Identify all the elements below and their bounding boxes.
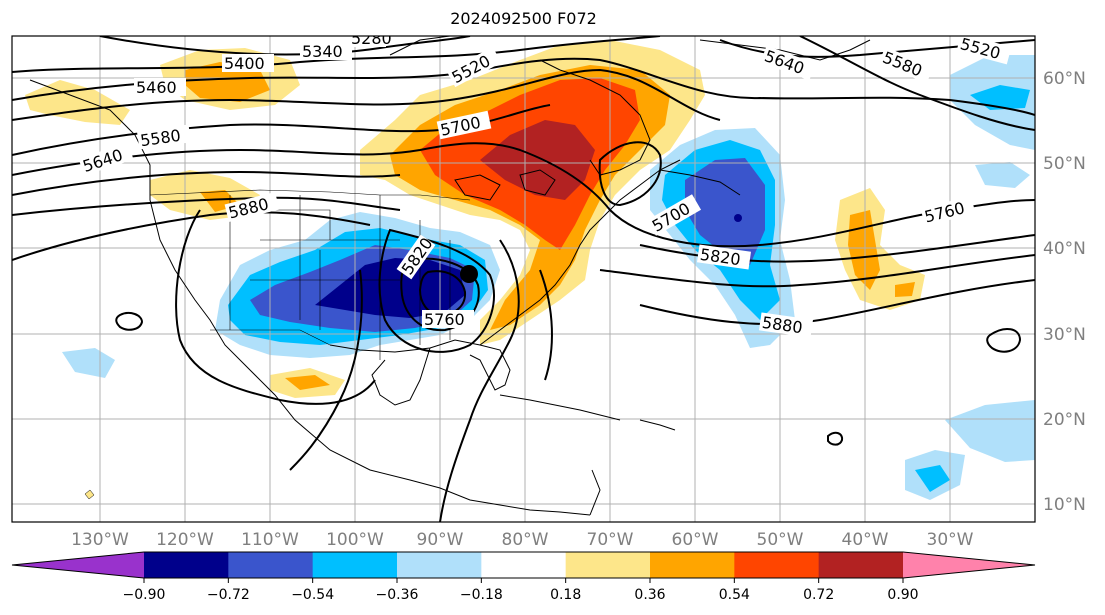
colorbar-bin [734,552,820,578]
negative-anomaly-newfoundland [650,128,795,348]
lon-label: 130°W [71,530,129,550]
colorbar-bin [818,552,904,578]
colorbar-extend-min [12,552,144,578]
colorbar-tick-label: 0.72 [803,587,834,603]
lat-label: 20°N [1043,410,1086,430]
lat-label: 60°N [1043,69,1086,89]
latitude-labels: 60°N 50°N 40°N 30°N 20°N 10°N [1043,69,1086,515]
colorbar-bin [650,552,735,578]
map-frame [11,35,1036,523]
lon-label: 30°W [927,530,974,550]
lon-label: 90°W [417,530,464,550]
lon-label: 120°W [156,530,214,550]
contour-label: 5760 [424,310,465,329]
lon-label: 40°W [842,530,889,550]
colorbar-bin [312,552,398,578]
lon-label: 80°W [502,530,549,550]
colorbar-tick-label: −0.72 [207,587,250,603]
colorbar-tick-label: 0.90 [887,587,918,603]
contour-label: 5280 [351,29,392,48]
lat-label: 50°N [1043,154,1086,174]
lon-label: 70°W [587,530,634,550]
lat-label: 10°N [1043,495,1086,515]
contour-label: 5460 [136,78,177,97]
colorbar-tick-label: −0.54 [291,587,334,603]
colorbar-bin [565,552,651,578]
longitude-labels: 130°W 120°W 110°W 100°W 90°W 80°W 70°W 6… [71,530,974,550]
lon-label: 100°W [326,530,384,550]
colorbar-tick-label: 0.54 [719,587,750,603]
map-title: 2024092500 F072 [450,9,597,28]
lat-label: 40°N [1043,239,1086,259]
contour-label: 5340 [302,42,343,61]
lon-label: 110°W [241,530,299,550]
lat-label: 30°N [1043,325,1086,345]
colorbar-extend-max [903,552,1035,578]
lon-label: 50°W [757,530,804,550]
colorbar-bin [228,552,314,578]
colorbar-tick-label: −0.36 [376,587,419,603]
colorbar-bin [481,552,567,578]
colorbar-bin [397,552,482,578]
colorbar: −0.90 −0.72 −0.54 −0.36 −0.18 0.18 0.36 0.54 0.7… [11,551,1036,603]
colorbar-tick-label: 0.18 [550,587,581,603]
negative-core-north-atlantic [970,85,1030,110]
lon-label: 60°W [672,530,719,550]
colorbar-tick-label: 0.36 [634,587,665,603]
contour-label: 5400 [224,54,265,73]
colorbar-bin [144,552,229,578]
map-area: 5280 5340 5400 5460 5520 5580 5640 5700 … [12,29,1035,522]
negative-anomaly-tropical-atlantic [945,400,1035,462]
colorbar-tick-label: −0.18 [460,587,503,603]
colorbar-tick-label: −0.90 [123,587,166,603]
storm-center-marker [460,265,478,283]
